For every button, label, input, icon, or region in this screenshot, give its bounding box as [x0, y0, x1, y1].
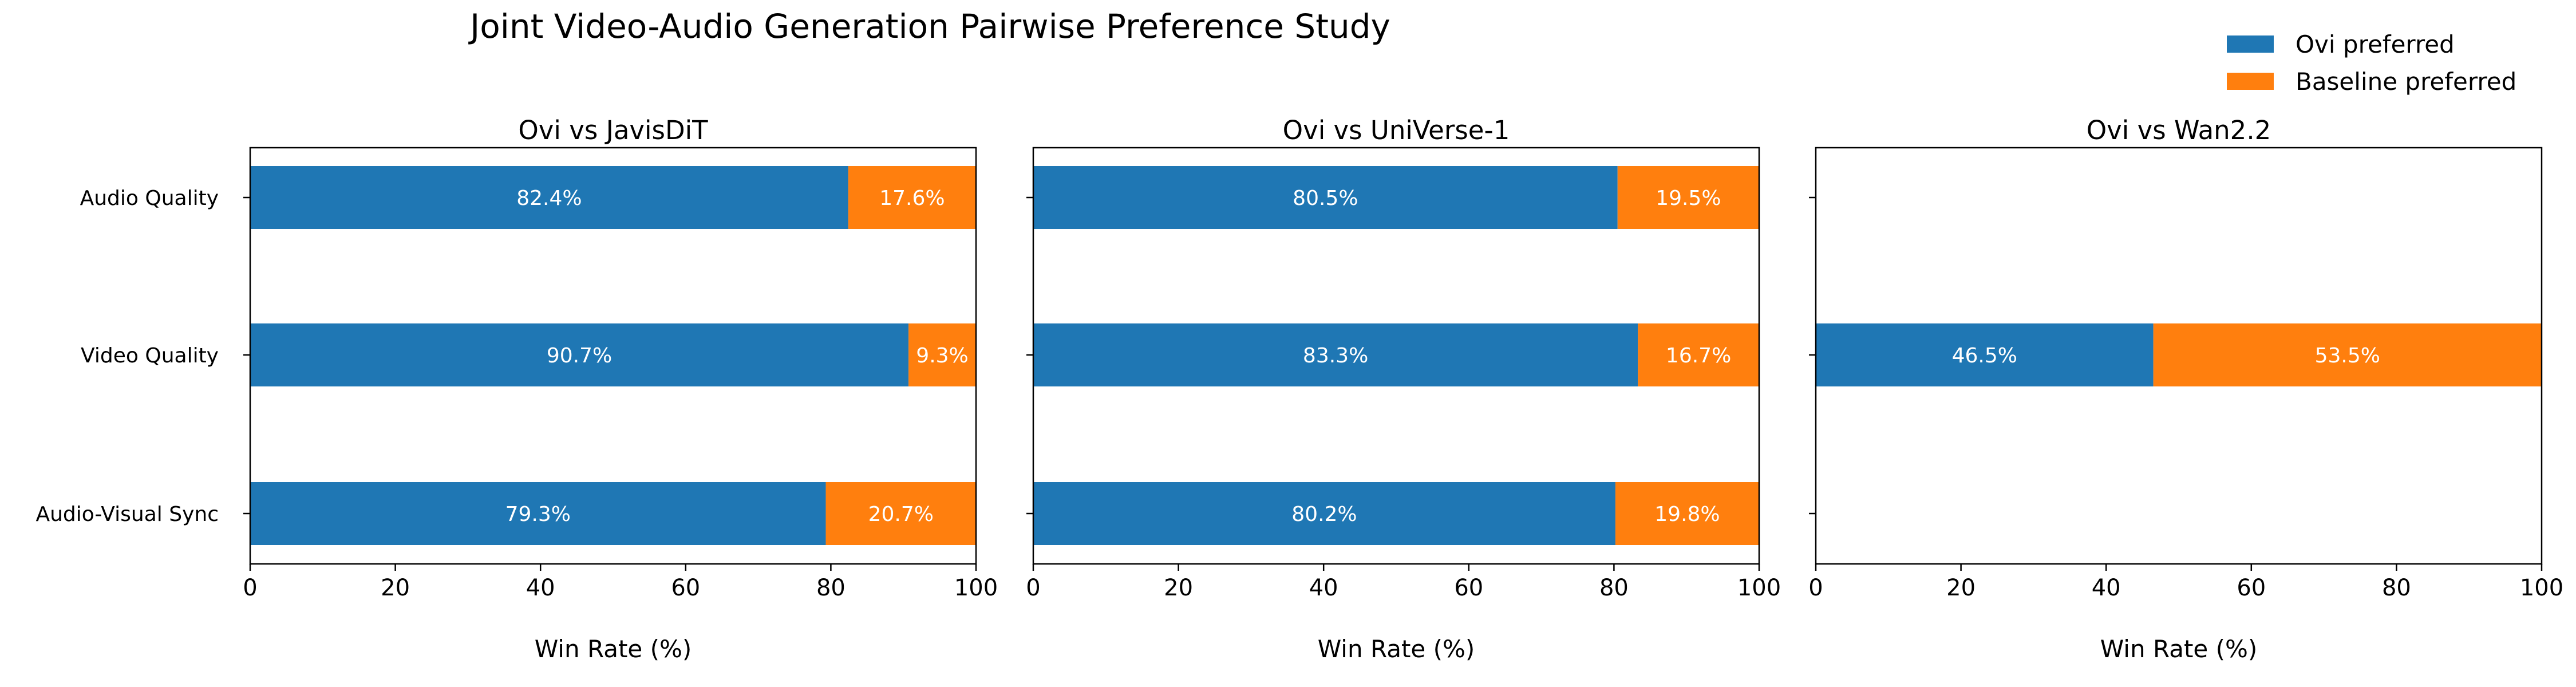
bar-ovi-preferred [250, 166, 848, 229]
category-label: Audio Quality [80, 187, 219, 210]
bar-ovi-preferred [1033, 166, 1618, 229]
bar-baseline-preferred [848, 166, 976, 229]
bar-baseline-preferred [825, 482, 976, 545]
x-tick-label: 0 [1026, 575, 1040, 601]
bar-ovi-preferred [1033, 482, 1615, 545]
legend-swatch-ovi [2227, 35, 2274, 53]
x-tick-label: 80 [2382, 575, 2411, 601]
x-tick-label: 40 [526, 575, 555, 601]
bar-baseline-preferred [1638, 323, 1759, 386]
x-tick-label: 100 [954, 575, 998, 601]
bar-value-label: 17.6% [879, 187, 945, 210]
bar-baseline-preferred [2153, 323, 2542, 386]
panel-3: 46.5% 53.5% Ovi vs Wan2.2 0 20 40 60 80 100 Win R… [1808, 115, 2563, 663]
x-tick-label: 60 [671, 575, 700, 601]
panel-1: 82.4% 17.6% 90.7% 9.3% 79.3% 20.7% Ovi vs Javi… [35, 115, 998, 663]
bar-baseline-preferred [908, 323, 976, 386]
x-tick-label: 20 [1164, 575, 1193, 601]
legend-label-baseline: Baseline preferred [2296, 68, 2516, 96]
x-tick-label: 100 [1737, 575, 1781, 601]
bar-ovi-preferred [250, 323, 909, 386]
bar-value-label: 82.4% [516, 187, 582, 210]
x-tick-label: 60 [1454, 575, 1483, 601]
bar-value-label: 80.5% [1293, 187, 1358, 210]
x-tick-label: 100 [2520, 575, 2563, 601]
x-tick-label: 0 [1808, 575, 1823, 601]
category-label: Video Quality [81, 344, 219, 368]
panel-title: Ovi vs JavisDiT [518, 115, 708, 145]
category-label: Audio-Visual Sync [35, 503, 219, 526]
x-tick-label: 0 [243, 575, 257, 601]
legend-label-ovi: Ovi preferred [2296, 30, 2455, 58]
bar-value-label: 16.7% [1666, 344, 1731, 368]
x-axis-label: Win Rate (%) [1318, 635, 1475, 663]
x-tick-label: 60 [2237, 575, 2266, 601]
x-tick-label: 20 [1946, 575, 1976, 601]
bar-ovi-preferred [1816, 323, 2154, 386]
x-tick-label: 40 [2092, 575, 2121, 601]
panel-2: 80.5% 19.5% 83.3% 16.7% 80.2% 19.8% Ovi vs Uni… [1026, 115, 1781, 663]
bar-value-label: 53.5% [2315, 344, 2380, 368]
bar-baseline-preferred [1617, 166, 1759, 229]
bar-baseline-preferred [1615, 482, 1759, 545]
panel-title: Ovi vs Wan2.2 [2087, 115, 2271, 145]
bar-value-label: 80.2% [1291, 503, 1357, 526]
axes-frame [1032, 147, 1760, 565]
bar-ovi-preferred [250, 482, 826, 545]
legend: Ovi preferred Baseline preferred [2227, 30, 2516, 96]
x-tick-label: 80 [1599, 575, 1629, 601]
axes-frame [249, 147, 977, 565]
bar-value-label: 9.3% [916, 344, 968, 368]
bar-value-label: 83.3% [1303, 344, 1368, 368]
x-tick-label: 20 [381, 575, 410, 601]
bar-ovi-preferred [1033, 323, 1638, 386]
bar-value-label: 19.5% [1656, 187, 1721, 210]
legend-swatch-baseline [2227, 73, 2274, 90]
chart-panels: 82.4% 17.6% 90.7% 9.3% 79.3% 20.7% Ovi vs Javi… [35, 115, 2563, 663]
x-tick-label: 40 [1309, 575, 1338, 601]
axes-frame [1815, 147, 2543, 565]
bar-value-label: 90.7% [547, 344, 612, 368]
figure-title: Joint Video-Audio Generation Pairwise Pr… [468, 7, 1390, 46]
bar-value-label: 46.5% [1952, 344, 2017, 368]
bar-value-label: 79.3% [505, 503, 571, 526]
bar-value-label: 20.7% [868, 503, 934, 526]
x-axis-label: Win Rate (%) [535, 635, 692, 663]
bar-value-label: 19.8% [1654, 503, 1720, 526]
x-axis-label: Win Rate (%) [2100, 635, 2258, 663]
x-tick-label: 80 [816, 575, 846, 601]
panel-title: Ovi vs UniVerse-1 [1283, 115, 1510, 145]
